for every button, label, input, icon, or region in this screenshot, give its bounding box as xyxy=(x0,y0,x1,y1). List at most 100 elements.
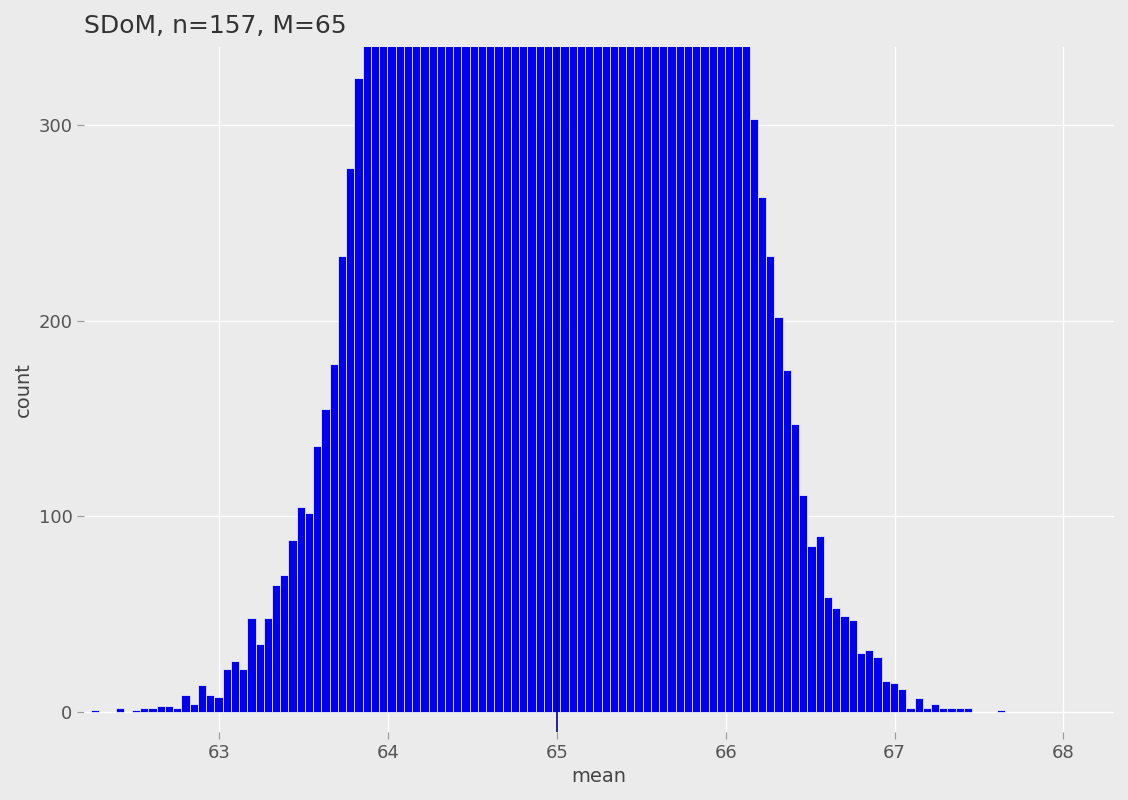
Bar xyxy=(593,0,601,712)
Bar xyxy=(511,0,519,712)
Bar xyxy=(453,0,461,712)
Bar xyxy=(561,0,569,712)
Bar xyxy=(197,685,206,712)
Bar xyxy=(997,710,1005,712)
Bar xyxy=(783,370,791,712)
Bar xyxy=(823,597,832,712)
Bar xyxy=(371,0,379,712)
Bar xyxy=(519,0,528,712)
Bar xyxy=(750,119,758,712)
Bar xyxy=(955,708,964,712)
Bar xyxy=(446,0,453,712)
Bar xyxy=(832,609,840,712)
Bar xyxy=(848,620,857,712)
Bar xyxy=(800,495,808,712)
Bar xyxy=(923,708,931,712)
Bar xyxy=(873,658,882,712)
Bar xyxy=(857,654,865,712)
Bar xyxy=(585,0,593,712)
Bar xyxy=(741,45,750,712)
Bar xyxy=(478,0,486,712)
Bar xyxy=(882,681,890,712)
Bar xyxy=(643,0,651,712)
Bar xyxy=(387,0,396,712)
Bar xyxy=(132,710,140,712)
Bar xyxy=(964,708,972,712)
Bar xyxy=(305,513,314,712)
Bar xyxy=(528,0,536,712)
Bar xyxy=(494,0,503,712)
Y-axis label: count: count xyxy=(14,362,33,417)
Bar xyxy=(668,0,676,712)
Bar xyxy=(182,694,190,712)
Bar xyxy=(362,41,371,712)
Bar xyxy=(346,168,354,712)
Bar xyxy=(206,694,214,712)
Bar xyxy=(297,506,305,712)
Bar xyxy=(544,0,552,712)
Bar xyxy=(190,704,197,712)
Bar xyxy=(840,616,848,712)
Bar xyxy=(256,644,264,712)
Bar xyxy=(429,0,437,712)
Bar xyxy=(890,683,898,712)
Bar xyxy=(17,710,25,712)
Bar xyxy=(569,0,576,712)
Bar xyxy=(321,409,329,712)
Bar xyxy=(610,0,618,712)
Bar xyxy=(289,540,297,712)
Bar xyxy=(354,78,362,712)
Bar xyxy=(157,706,165,712)
Bar xyxy=(280,575,289,712)
Bar xyxy=(716,0,725,712)
Bar xyxy=(461,0,469,712)
Bar xyxy=(791,425,800,712)
Bar xyxy=(898,689,906,712)
Bar xyxy=(915,698,923,712)
Bar xyxy=(634,0,643,712)
Bar xyxy=(676,0,684,712)
Bar xyxy=(421,0,429,712)
Text: SDoM, n=157, M=65: SDoM, n=157, M=65 xyxy=(85,14,347,38)
Bar xyxy=(684,0,693,712)
Bar xyxy=(651,0,659,712)
Bar xyxy=(329,364,338,712)
Bar xyxy=(659,0,668,712)
Bar xyxy=(700,0,708,712)
Bar xyxy=(165,706,174,712)
Bar xyxy=(940,708,948,712)
Bar xyxy=(758,198,766,712)
Bar xyxy=(264,618,272,712)
Bar xyxy=(379,0,387,712)
Bar xyxy=(808,546,816,712)
Bar xyxy=(601,0,610,712)
Bar xyxy=(865,650,873,712)
Bar xyxy=(140,708,149,712)
Bar xyxy=(693,0,700,712)
Bar xyxy=(115,708,124,712)
Bar xyxy=(486,0,494,712)
Bar xyxy=(618,0,626,712)
Bar xyxy=(552,0,561,712)
Bar xyxy=(906,708,915,712)
Bar xyxy=(214,697,222,712)
Bar xyxy=(576,0,585,712)
Bar xyxy=(404,0,412,712)
Bar xyxy=(149,708,157,712)
Bar xyxy=(766,256,775,712)
Bar xyxy=(338,256,346,712)
Bar xyxy=(816,536,823,712)
Bar xyxy=(708,0,716,712)
Bar xyxy=(536,0,544,712)
Bar xyxy=(948,708,955,712)
Bar xyxy=(174,708,182,712)
X-axis label: mean: mean xyxy=(572,767,627,786)
Bar xyxy=(725,0,733,712)
Bar xyxy=(412,0,421,712)
Bar xyxy=(272,585,280,712)
Bar xyxy=(231,662,239,712)
Bar xyxy=(733,0,741,712)
Bar xyxy=(931,704,940,712)
Bar xyxy=(626,0,634,712)
Bar xyxy=(90,710,99,712)
